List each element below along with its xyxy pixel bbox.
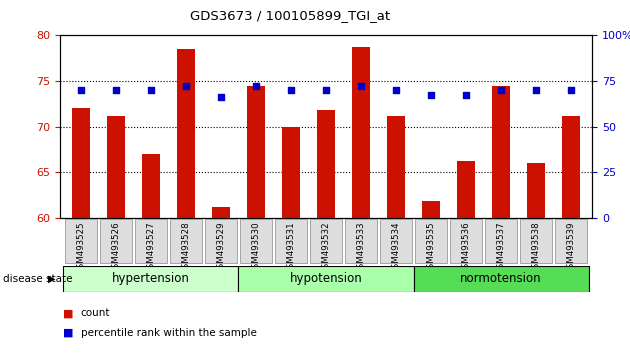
Text: ■: ■ (63, 308, 74, 318)
Point (146, 87, 156, 93)
Text: GSM493533: GSM493533 (357, 221, 365, 274)
Text: GSM493530: GSM493530 (251, 221, 260, 274)
Text: GSM493539: GSM493539 (567, 221, 576, 274)
Text: hypotension: hypotension (290, 272, 362, 285)
Bar (318, 110, 335, 218)
Point (461, 92, 471, 97)
Bar (422, 201, 440, 218)
Text: GSM493536: GSM493536 (462, 221, 471, 274)
Point (531, 87, 541, 93)
Bar (527, 163, 545, 218)
Text: hypertension: hypertension (112, 272, 190, 285)
Text: GDS3673 / 100105899_TGI_at: GDS3673 / 100105899_TGI_at (190, 9, 390, 22)
FancyBboxPatch shape (381, 219, 412, 263)
Text: count: count (81, 308, 110, 318)
FancyBboxPatch shape (345, 219, 377, 263)
Text: GSM493532: GSM493532 (321, 221, 331, 274)
FancyBboxPatch shape (485, 219, 517, 263)
Text: GSM493537: GSM493537 (496, 221, 506, 274)
Point (181, 83, 191, 88)
Text: ■: ■ (63, 328, 74, 338)
FancyBboxPatch shape (415, 219, 447, 263)
FancyBboxPatch shape (100, 219, 132, 263)
Text: GSM493534: GSM493534 (392, 221, 401, 274)
Point (321, 87, 331, 93)
Text: GSM493526: GSM493526 (112, 221, 120, 274)
Point (76, 87, 86, 93)
Point (216, 95, 226, 100)
FancyBboxPatch shape (239, 266, 413, 292)
Bar (387, 116, 405, 218)
Text: percentile rank within the sample: percentile rank within the sample (81, 328, 256, 338)
Point (496, 87, 506, 93)
Text: disease state: disease state (3, 274, 72, 284)
FancyBboxPatch shape (64, 266, 239, 292)
Text: ▶: ▶ (48, 274, 55, 284)
FancyBboxPatch shape (170, 219, 202, 263)
Text: GSM493525: GSM493525 (76, 221, 85, 274)
Bar (352, 47, 370, 218)
Point (111, 87, 121, 93)
Bar (247, 86, 265, 218)
Point (286, 87, 296, 93)
Point (356, 83, 366, 88)
Point (251, 83, 261, 88)
FancyBboxPatch shape (556, 219, 587, 263)
FancyBboxPatch shape (450, 219, 482, 263)
Point (426, 92, 436, 97)
Bar (107, 116, 125, 218)
Text: GSM493538: GSM493538 (532, 221, 541, 274)
FancyBboxPatch shape (205, 219, 237, 263)
FancyBboxPatch shape (275, 219, 307, 263)
Point (566, 87, 576, 93)
FancyBboxPatch shape (310, 219, 342, 263)
Text: GSM493528: GSM493528 (181, 221, 190, 274)
Text: GSM493531: GSM493531 (287, 221, 295, 274)
Bar (177, 49, 195, 218)
Bar (72, 108, 89, 218)
Bar (282, 126, 300, 218)
Text: GSM493529: GSM493529 (217, 221, 226, 274)
Bar (493, 86, 510, 218)
Text: GSM493527: GSM493527 (146, 221, 156, 274)
FancyBboxPatch shape (135, 219, 167, 263)
Bar (142, 154, 159, 218)
FancyBboxPatch shape (520, 219, 552, 263)
FancyBboxPatch shape (413, 266, 588, 292)
FancyBboxPatch shape (240, 219, 272, 263)
Point (391, 87, 401, 93)
Bar (563, 116, 580, 218)
Text: GSM493535: GSM493535 (427, 221, 435, 274)
Text: normotension: normotension (461, 272, 542, 285)
Bar (457, 161, 475, 218)
FancyBboxPatch shape (65, 219, 96, 263)
Bar (212, 207, 230, 218)
